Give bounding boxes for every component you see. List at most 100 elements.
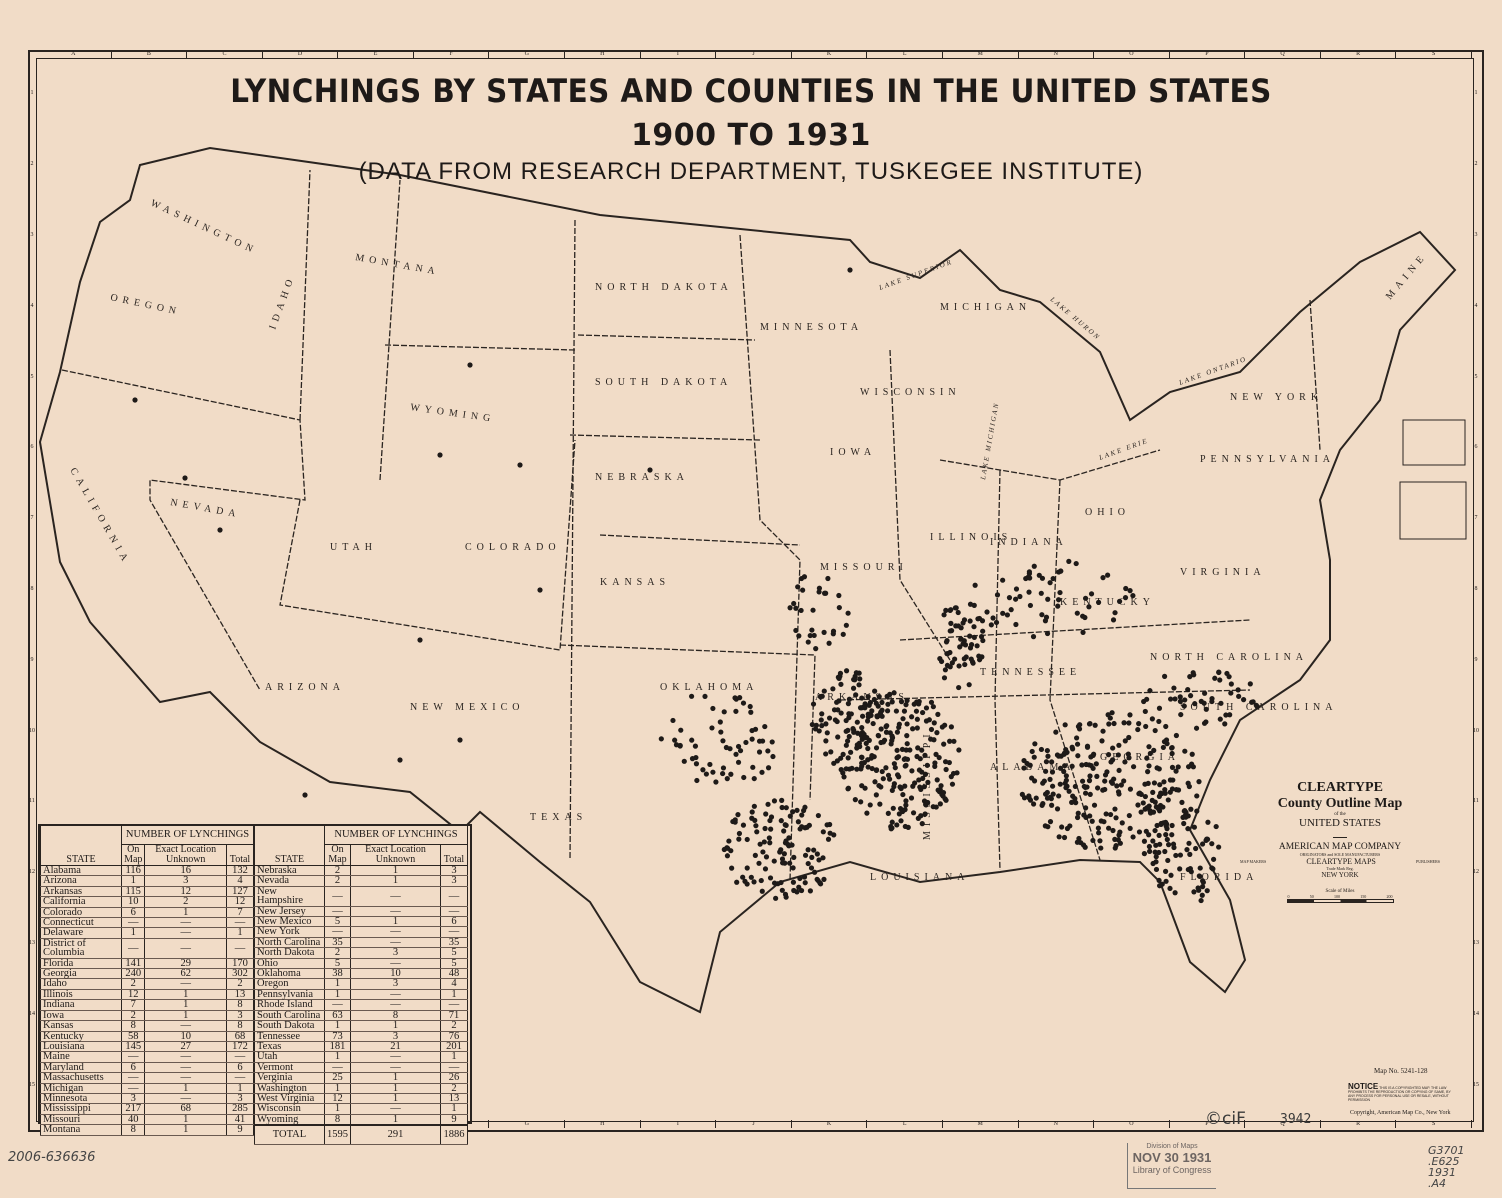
col-unknown: Exact Location Unknown	[350, 844, 441, 866]
lynching-dot	[1013, 586, 1020, 592]
lynching-dot	[873, 700, 879, 706]
lynching-dot	[1167, 696, 1174, 702]
lynching-dot	[879, 699, 885, 706]
lynching-dot	[678, 727, 684, 733]
lynching-dot	[960, 620, 966, 626]
legend-of-the: of the	[1334, 812, 1346, 817]
lynching-dot	[847, 267, 853, 273]
lynching-dot	[1088, 591, 1095, 597]
lynching-dot	[720, 765, 727, 771]
lynching-dot	[1182, 697, 1188, 703]
state-name: Connecticut	[39, 917, 123, 929]
lynching-dot	[756, 860, 762, 866]
grid-column-label: I	[641, 50, 717, 58]
lynching-dot	[1159, 881, 1165, 887]
on-map: —	[324, 906, 351, 918]
lynching-dot	[838, 767, 844, 773]
lynching-dot	[182, 475, 188, 481]
lynching-dot	[1195, 885, 1201, 891]
stamp-number: 3942	[1280, 1112, 1312, 1127]
lynching-dot	[956, 684, 962, 691]
on-map: 10	[121, 896, 146, 908]
notice-text: THIS IS A COPYRIGHTED MAP. THE LAW PROHI…	[1348, 1086, 1451, 1102]
lynching-dot	[976, 615, 983, 622]
grid-row-label: 14	[29, 1010, 35, 1017]
lynching-dot	[801, 874, 808, 880]
lynching-dot	[1111, 720, 1117, 727]
lynching-dot	[1098, 845, 1104, 851]
state-name: New York	[254, 926, 325, 938]
location-unknown: 10	[350, 968, 441, 980]
table-row: Verginia 25 1 26	[254, 1072, 468, 1084]
lynching-dot	[876, 693, 882, 700]
location-unknown: —	[144, 1051, 227, 1063]
lynching-dot	[1086, 604, 1092, 610]
state-name: Wisconsin	[254, 1103, 325, 1115]
lynching-dot	[845, 786, 851, 792]
lynching-dot	[1181, 703, 1187, 709]
col-state: STATE	[39, 826, 123, 866]
lynching-dot	[1100, 575, 1106, 581]
lynching-dot	[1057, 589, 1063, 596]
lynching-dot	[876, 782, 882, 789]
lynching-dot	[760, 849, 766, 855]
location-unknown: 1	[350, 1114, 441, 1126]
on-map: —	[121, 1072, 146, 1084]
lynching-dot	[1000, 577, 1006, 583]
total: 1	[440, 989, 468, 1001]
lynching-dot	[783, 805, 789, 811]
lynching-dot	[1070, 793, 1076, 799]
lynching-dot	[898, 699, 905, 705]
lynching-dot	[910, 726, 916, 732]
lynching-dot	[825, 575, 831, 582]
lynching-dot	[851, 727, 857, 733]
lynching-dot	[1043, 614, 1050, 620]
legend-company: AMERICAN MAP COMPANY	[1278, 842, 1402, 852]
lynching-dot	[909, 714, 915, 720]
lynching-dot	[1057, 781, 1063, 787]
state-name: California	[39, 896, 123, 908]
lynching-dot	[889, 699, 895, 705]
location-unknown: —	[350, 1103, 441, 1115]
lynching-dot	[928, 699, 935, 705]
on-map: —	[324, 926, 351, 938]
lynching-dot	[941, 675, 948, 681]
state-name: Oklahoma	[254, 968, 325, 980]
lynching-dot	[758, 877, 764, 884]
lynching-dot	[1173, 768, 1179, 774]
lynching-dot	[835, 707, 841, 713]
lynching-dot	[1100, 787, 1106, 793]
lynching-dot	[858, 799, 864, 805]
total: —	[440, 926, 468, 938]
lynching-dot	[770, 753, 776, 760]
lynching-dot	[747, 703, 753, 710]
lynching-dot	[1156, 877, 1162, 884]
lynching-dot	[866, 712, 873, 718]
map-label: PENNSYLVANIA	[1200, 454, 1335, 465]
lynching-dot	[904, 733, 910, 739]
lynching-dot	[821, 876, 827, 882]
lynching-dot	[838, 755, 844, 761]
lynching-dot	[859, 695, 865, 701]
on-map: 8	[121, 1020, 146, 1032]
state-name: Illinois	[39, 989, 123, 1001]
lynching-dot	[1025, 574, 1031, 581]
table-row: Nebraska 2 1 3	[254, 865, 468, 877]
lynching-dot	[884, 708, 891, 714]
lynching-dot	[1116, 742, 1122, 748]
scale-bar	[1286, 899, 1394, 903]
lynching-dot	[1173, 787, 1180, 793]
lynching-dot	[943, 607, 949, 613]
lynching-dot	[806, 822, 812, 828]
lynching-dot	[1056, 793, 1062, 799]
state-name: Alabama	[39, 865, 123, 877]
total: 13	[226, 989, 254, 1001]
grid-column-label: N	[1019, 1120, 1095, 1128]
lynching-dot	[1144, 696, 1150, 702]
lynching-dot	[782, 822, 788, 828]
lynching-dot	[811, 632, 817, 639]
lynching-dot	[1055, 603, 1061, 609]
lynching-dot	[765, 748, 771, 754]
lynching-dot	[948, 724, 954, 730]
lynching-dot	[707, 761, 713, 768]
